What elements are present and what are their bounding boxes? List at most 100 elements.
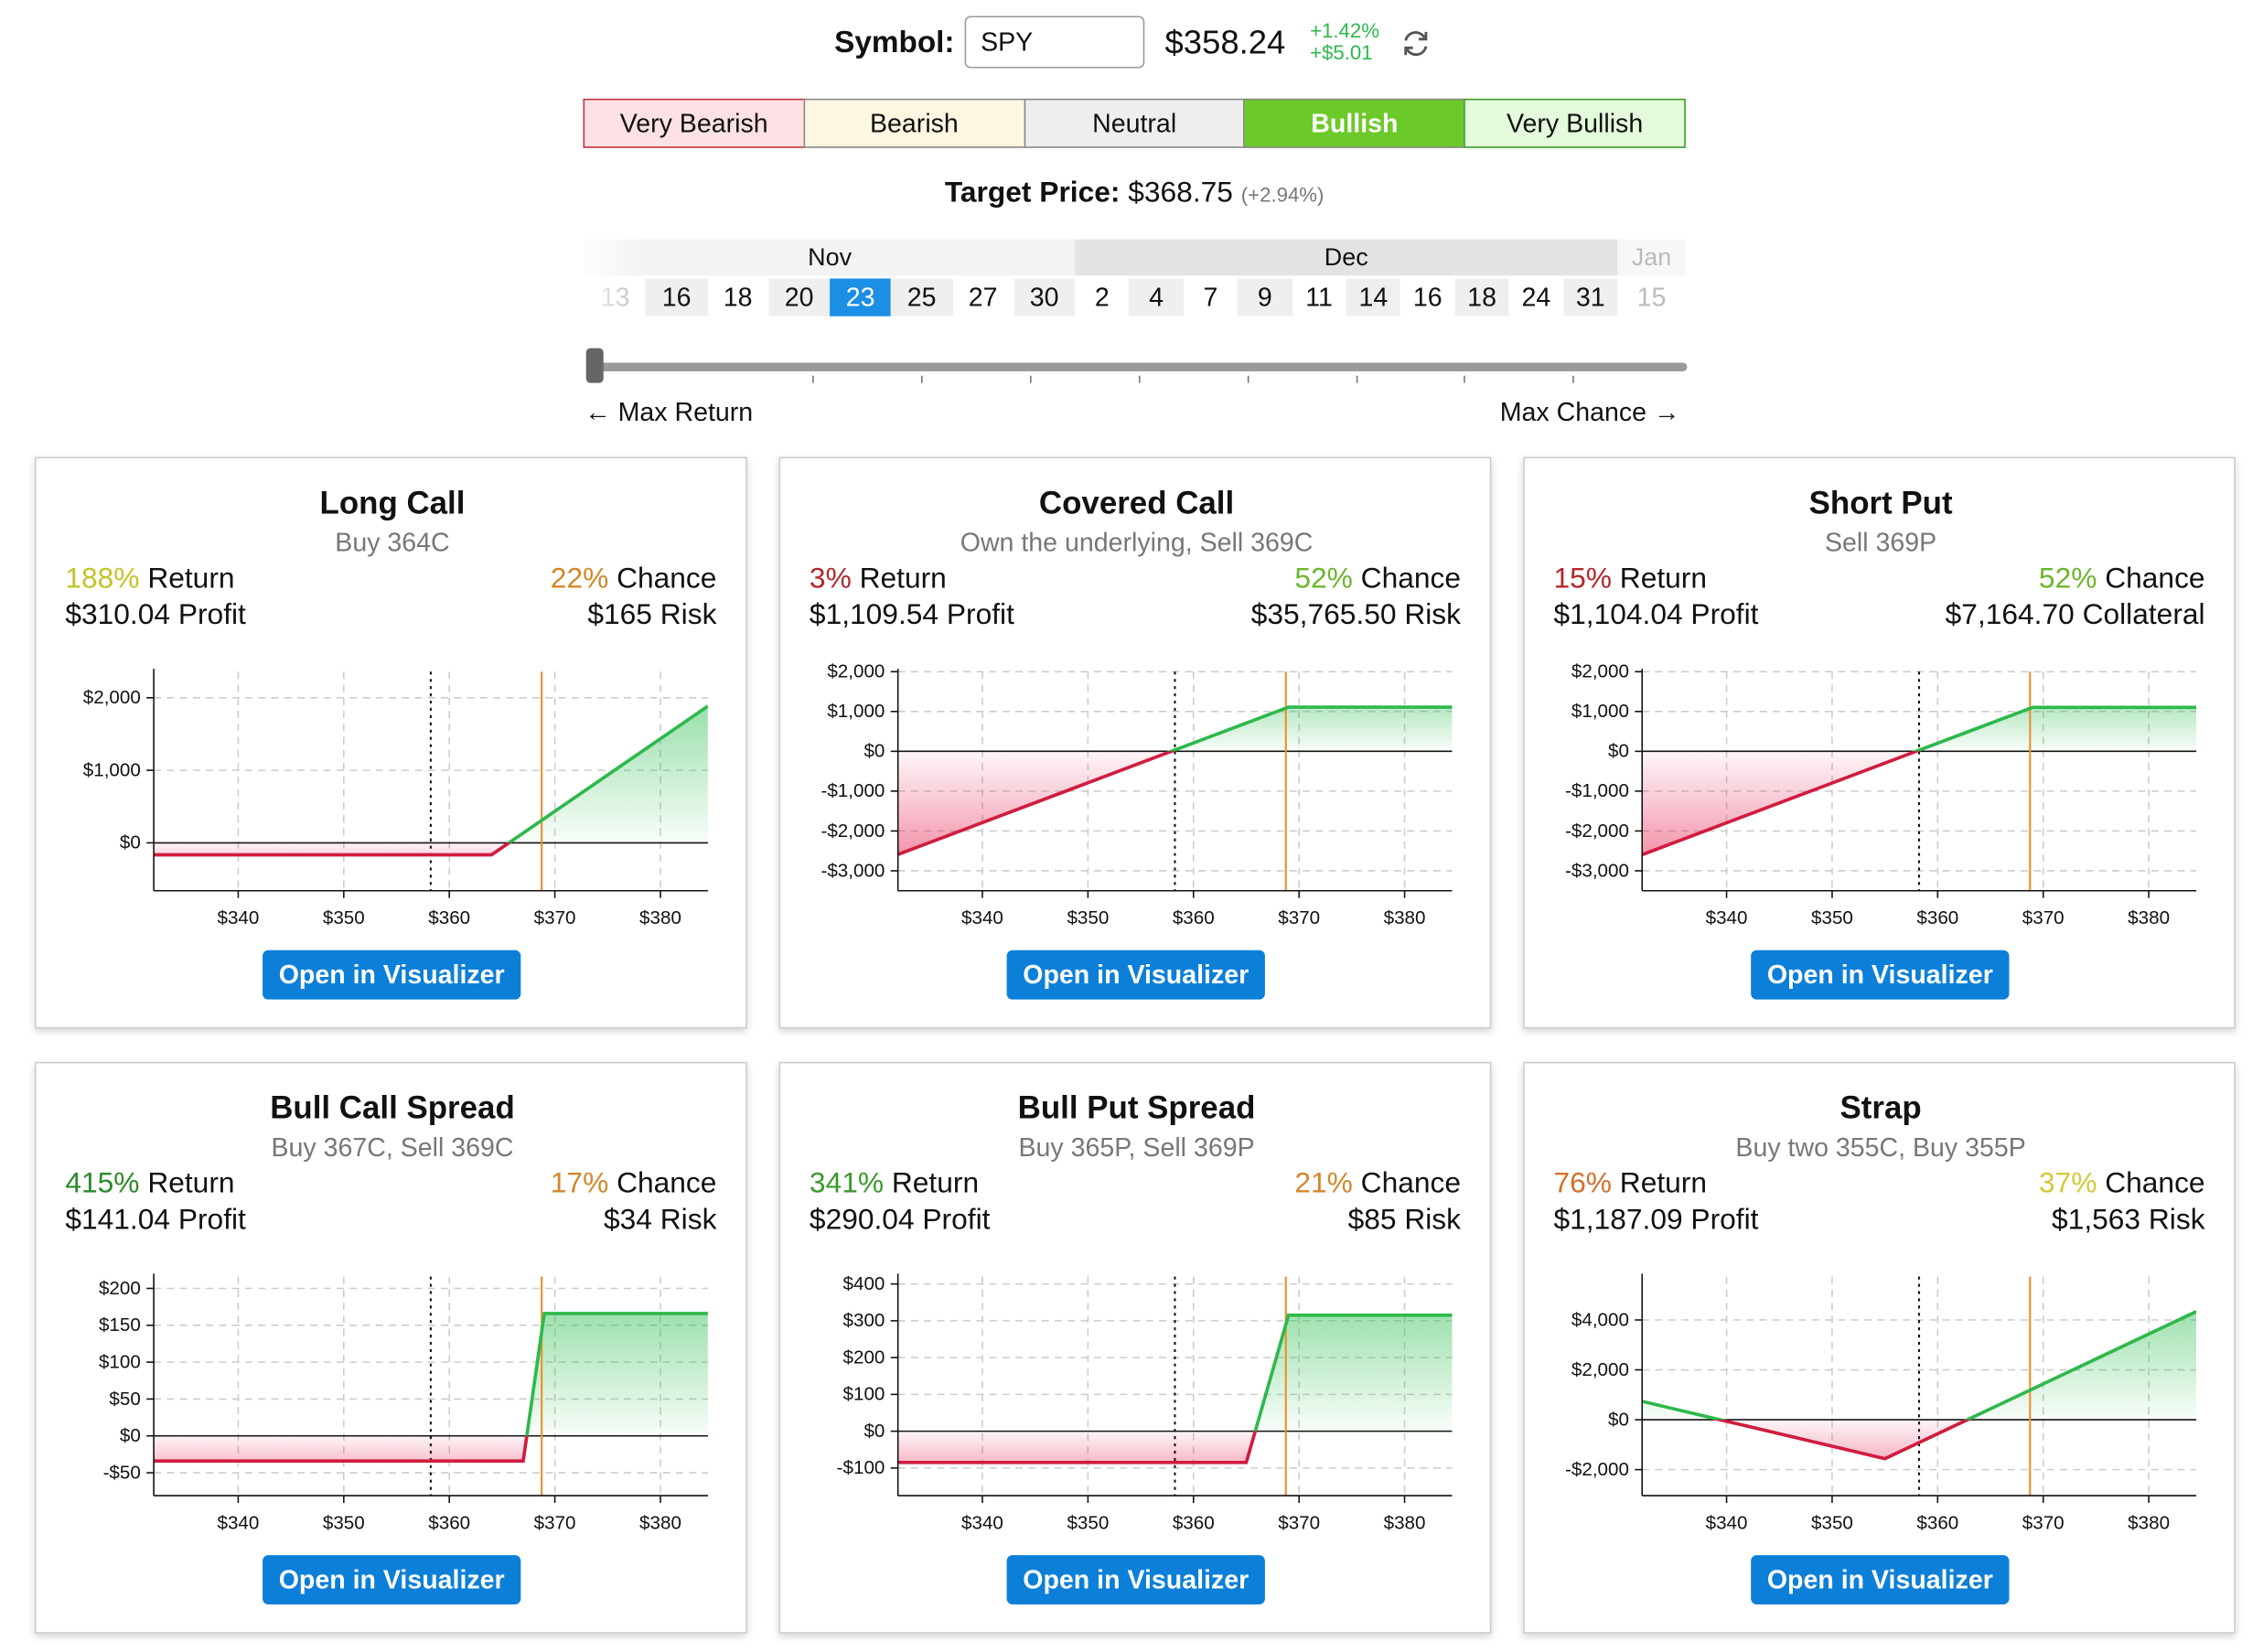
day-button[interactable]: 15	[1636, 283, 1667, 312]
day-button[interactable]: 16	[646, 278, 708, 316]
y-tick-label: $100	[99, 1351, 141, 1372]
sentiment-button[interactable]: Very Bearish	[583, 98, 805, 148]
target-label: Target Price:	[944, 177, 1121, 209]
return-label: Return	[147, 1167, 235, 1200]
month-column: Dec 2 4 7 9 11 14 16 18 24 31	[1075, 239, 1618, 316]
card-title: Bull Call Spread	[270, 1089, 515, 1126]
day-button[interactable]: 16	[1412, 283, 1443, 312]
day-button[interactable]: 7	[1203, 283, 1218, 312]
payoff-chart: $340 $350 $360 $370 $380 -$3,000 -$2,000 -$1,00…	[820, 661, 1453, 928]
visualizer-button[interactable]: Open in Visualizer	[263, 1555, 521, 1605]
x-tick-label: $370	[2022, 1513, 2065, 1534]
risk: $1,563 Risk	[2052, 1204, 2205, 1237]
x-tick-label: $360	[428, 907, 470, 928]
x-tick-label: $380	[2128, 907, 2170, 928]
day-button[interactable]: 9	[1238, 278, 1292, 316]
day-button[interactable]: 2	[1094, 283, 1110, 312]
day-button[interactable]: 30	[1014, 278, 1076, 316]
loss-area	[154, 1435, 708, 1462]
payoff-line-loss	[897, 1431, 1258, 1464]
y-tick-label: -$3,000	[820, 860, 885, 881]
payoff-line-profit	[1253, 1314, 1453, 1432]
day-button[interactable]: 20	[768, 278, 831, 316]
x-tick-label: $350	[323, 1513, 365, 1534]
y-tick-label: $2,000	[827, 661, 885, 682]
y-tick-label: $0	[1608, 741, 1629, 762]
return-line: 3% Return	[810, 563, 947, 595]
day-button[interactable]: 27	[968, 283, 998, 312]
sentiment-button[interactable]: Bearish	[803, 98, 1025, 148]
visualizer-button[interactable]: Open in Visualizer	[1006, 949, 1265, 1000]
strategy-card: Short Put Sell 369P 15% Return 52% Chance $1…	[1523, 456, 2236, 1029]
slider-track[interactable]	[587, 362, 1688, 371]
x-tick-label: $370	[2022, 907, 2065, 928]
month-name: Jan	[1617, 239, 1686, 276]
day-button[interactable]: 14	[1346, 278, 1401, 316]
risk: $85 Risk	[1347, 1204, 1462, 1237]
day-button[interactable]: 23	[830, 278, 892, 316]
return-line: 76% Return	[1553, 1168, 1707, 1201]
sentiment-button[interactable]: Neutral	[1024, 98, 1246, 148]
payoff-chart: $340 $350 $360 $370 $380 $0 $1,000 $2,000	[83, 669, 708, 928]
y-tick-label: $4,000	[1571, 1309, 1629, 1330]
return-value: 3%	[809, 563, 852, 595]
visualizer-button[interactable]: Open in Visualizer	[1751, 949, 2010, 1000]
symbol-input[interactable]: SPY	[964, 16, 1145, 69]
card-title: Strap	[1839, 1089, 1922, 1126]
y-tick-label: $300	[843, 1310, 885, 1331]
chance-value: 17%	[550, 1167, 609, 1200]
chance-line: 17% Chance	[551, 1168, 717, 1201]
y-tick-label: -$2,000	[820, 821, 885, 842]
loss-area	[1642, 751, 2197, 855]
day-button[interactable]: 18	[1454, 278, 1509, 316]
y-tick-label: $2,000	[1571, 1359, 1629, 1380]
payoff-line-profit	[1166, 705, 1453, 752]
slider-tick	[1572, 375, 1575, 383]
slider-tick	[1464, 375, 1466, 383]
month-name: Dec	[1075, 239, 1618, 276]
card-title: Short Put	[1808, 484, 1953, 521]
return-value: 341%	[809, 1167, 885, 1200]
slider-left-label: ← Max Return	[585, 397, 754, 427]
chance-value: 21%	[1294, 1167, 1353, 1200]
x-tick-label: $340	[217, 907, 259, 928]
y-tick-label: -$50	[103, 1462, 141, 1483]
return-label: Return	[1619, 1167, 1708, 1200]
sentiment-button[interactable]: Bullish	[1243, 98, 1466, 148]
day-button[interactable]: 31	[1563, 278, 1618, 316]
risk: $35,765.50 Risk	[1250, 598, 1462, 631]
y-tick-label: $0	[863, 1421, 885, 1442]
card-subtitle: Buy 365P, Sell 369P	[1018, 1132, 1255, 1163]
strategy-card: Strap Buy two 355C, Buy 355P 76% Return 37%…	[1523, 1061, 2236, 1634]
profit: $1,187.09 Profit	[1553, 1204, 1759, 1237]
day-button[interactable]: 4	[1129, 278, 1184, 316]
target-price: Target Price: $368.75 (+2.94%)	[0, 177, 2263, 209]
payoff-line-loss	[154, 842, 512, 857]
chance-line: 22% Chance	[551, 563, 717, 595]
day-button[interactable]: 18	[723, 283, 753, 312]
sentiment-button[interactable]: Very Bullish	[1464, 98, 1686, 148]
return-label: Return	[1619, 563, 1708, 595]
slider-handle[interactable]	[585, 348, 604, 383]
refresh-icon[interactable]	[1400, 27, 1432, 59]
visualizer-button[interactable]: Open in Visualizer	[1751, 1555, 2010, 1605]
y-tick-label: $2,000	[1571, 661, 1629, 682]
y-tick-label: $1,000	[83, 759, 141, 780]
y-tick-label: -$1,000	[1565, 780, 1629, 801]
slider-tick	[1138, 375, 1141, 383]
strategy-card: Bull Call Spread Buy 367C, Sell 369C 415% …	[35, 1061, 747, 1634]
x-tick-label: $380	[1384, 907, 1426, 928]
card-title: Long Call	[319, 484, 466, 521]
visualizer-button[interactable]: Open in Visualizer	[1006, 1555, 1265, 1605]
payoff-chart: $340 $350 $360 $370 $380 -$100 $0 $100 $200 $300 $…	[837, 1273, 1453, 1534]
y-tick-label: $0	[120, 1425, 141, 1446]
visualizer-button[interactable]: Open in Visualizer	[263, 949, 521, 1000]
x-tick-label: $380	[2128, 1513, 2170, 1534]
chance-line: 21% Chance	[1294, 1168, 1461, 1201]
day-button[interactable]: 25	[891, 278, 953, 316]
return-label: Return	[891, 1167, 980, 1200]
y-tick-label: -$2,000	[1565, 821, 1629, 842]
day-button[interactable]: 24	[1521, 283, 1551, 312]
day-button[interactable]: 11	[1305, 283, 1333, 312]
